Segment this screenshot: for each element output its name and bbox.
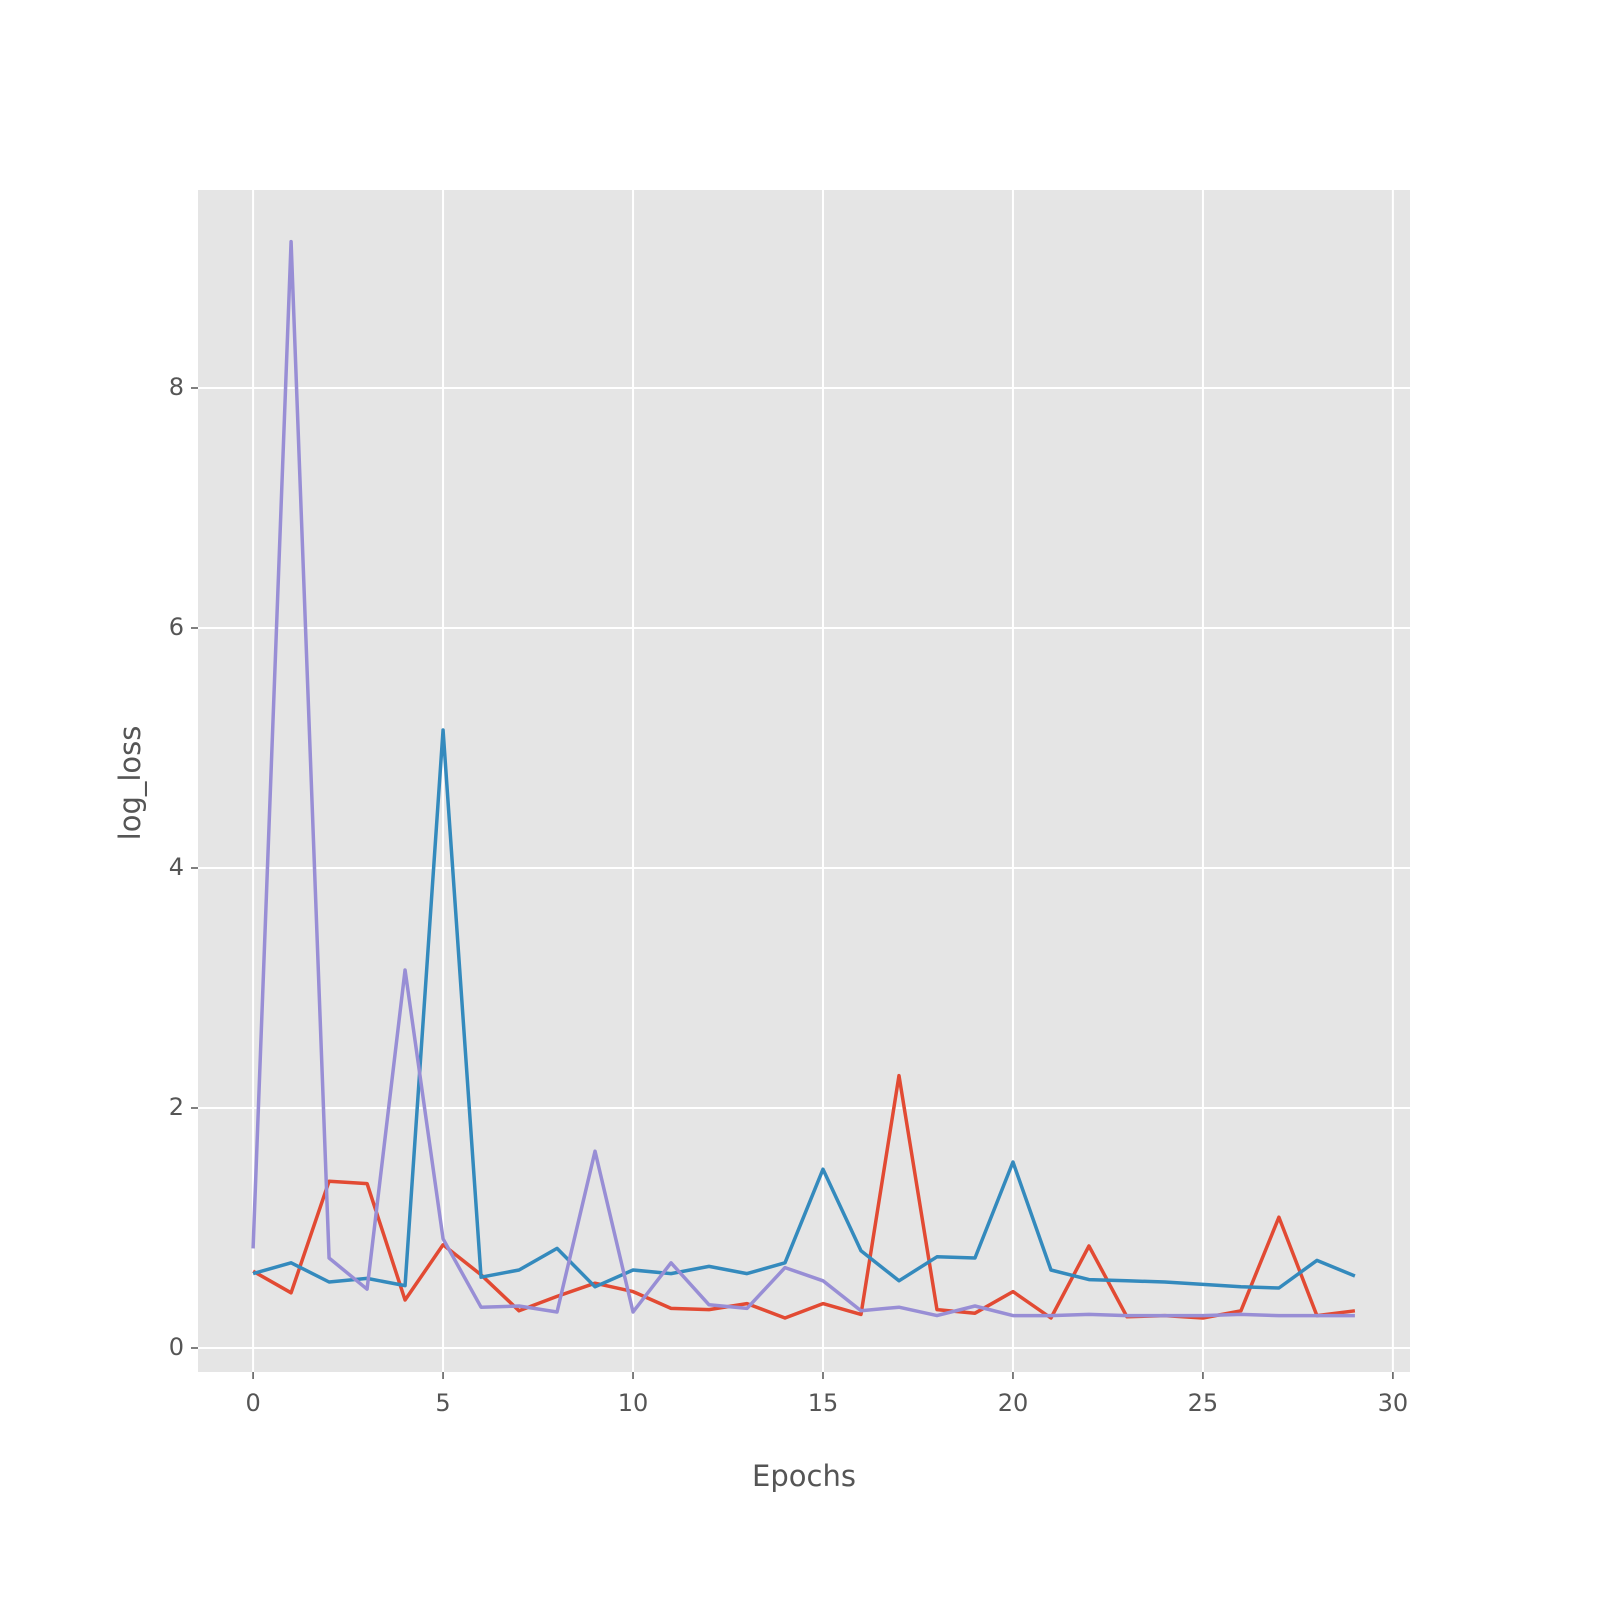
y-tick-label: 0 bbox=[169, 1333, 184, 1361]
line bbox=[251, 239, 1355, 1318]
x-tick-label: 20 bbox=[998, 1389, 1029, 1417]
x-axis-label: Epochs bbox=[752, 1459, 856, 1493]
x-tick-label: 5 bbox=[435, 1389, 450, 1417]
x-tick-label: 0 bbox=[245, 1389, 260, 1417]
y-tick-label: 4 bbox=[169, 853, 184, 881]
line bbox=[252, 728, 1356, 1290]
x-tick-label: 15 bbox=[808, 1389, 839, 1417]
y-tick-label: 2 bbox=[169, 1093, 184, 1121]
x-tick-label: 10 bbox=[618, 1389, 649, 1417]
y-tick-label: 8 bbox=[169, 373, 184, 401]
x-tick-label: 30 bbox=[1378, 1389, 1409, 1417]
y-tick-label: 6 bbox=[169, 613, 184, 641]
y-axis-label: log_loss bbox=[113, 726, 147, 841]
x-tick-label: 25 bbox=[1188, 1389, 1219, 1417]
